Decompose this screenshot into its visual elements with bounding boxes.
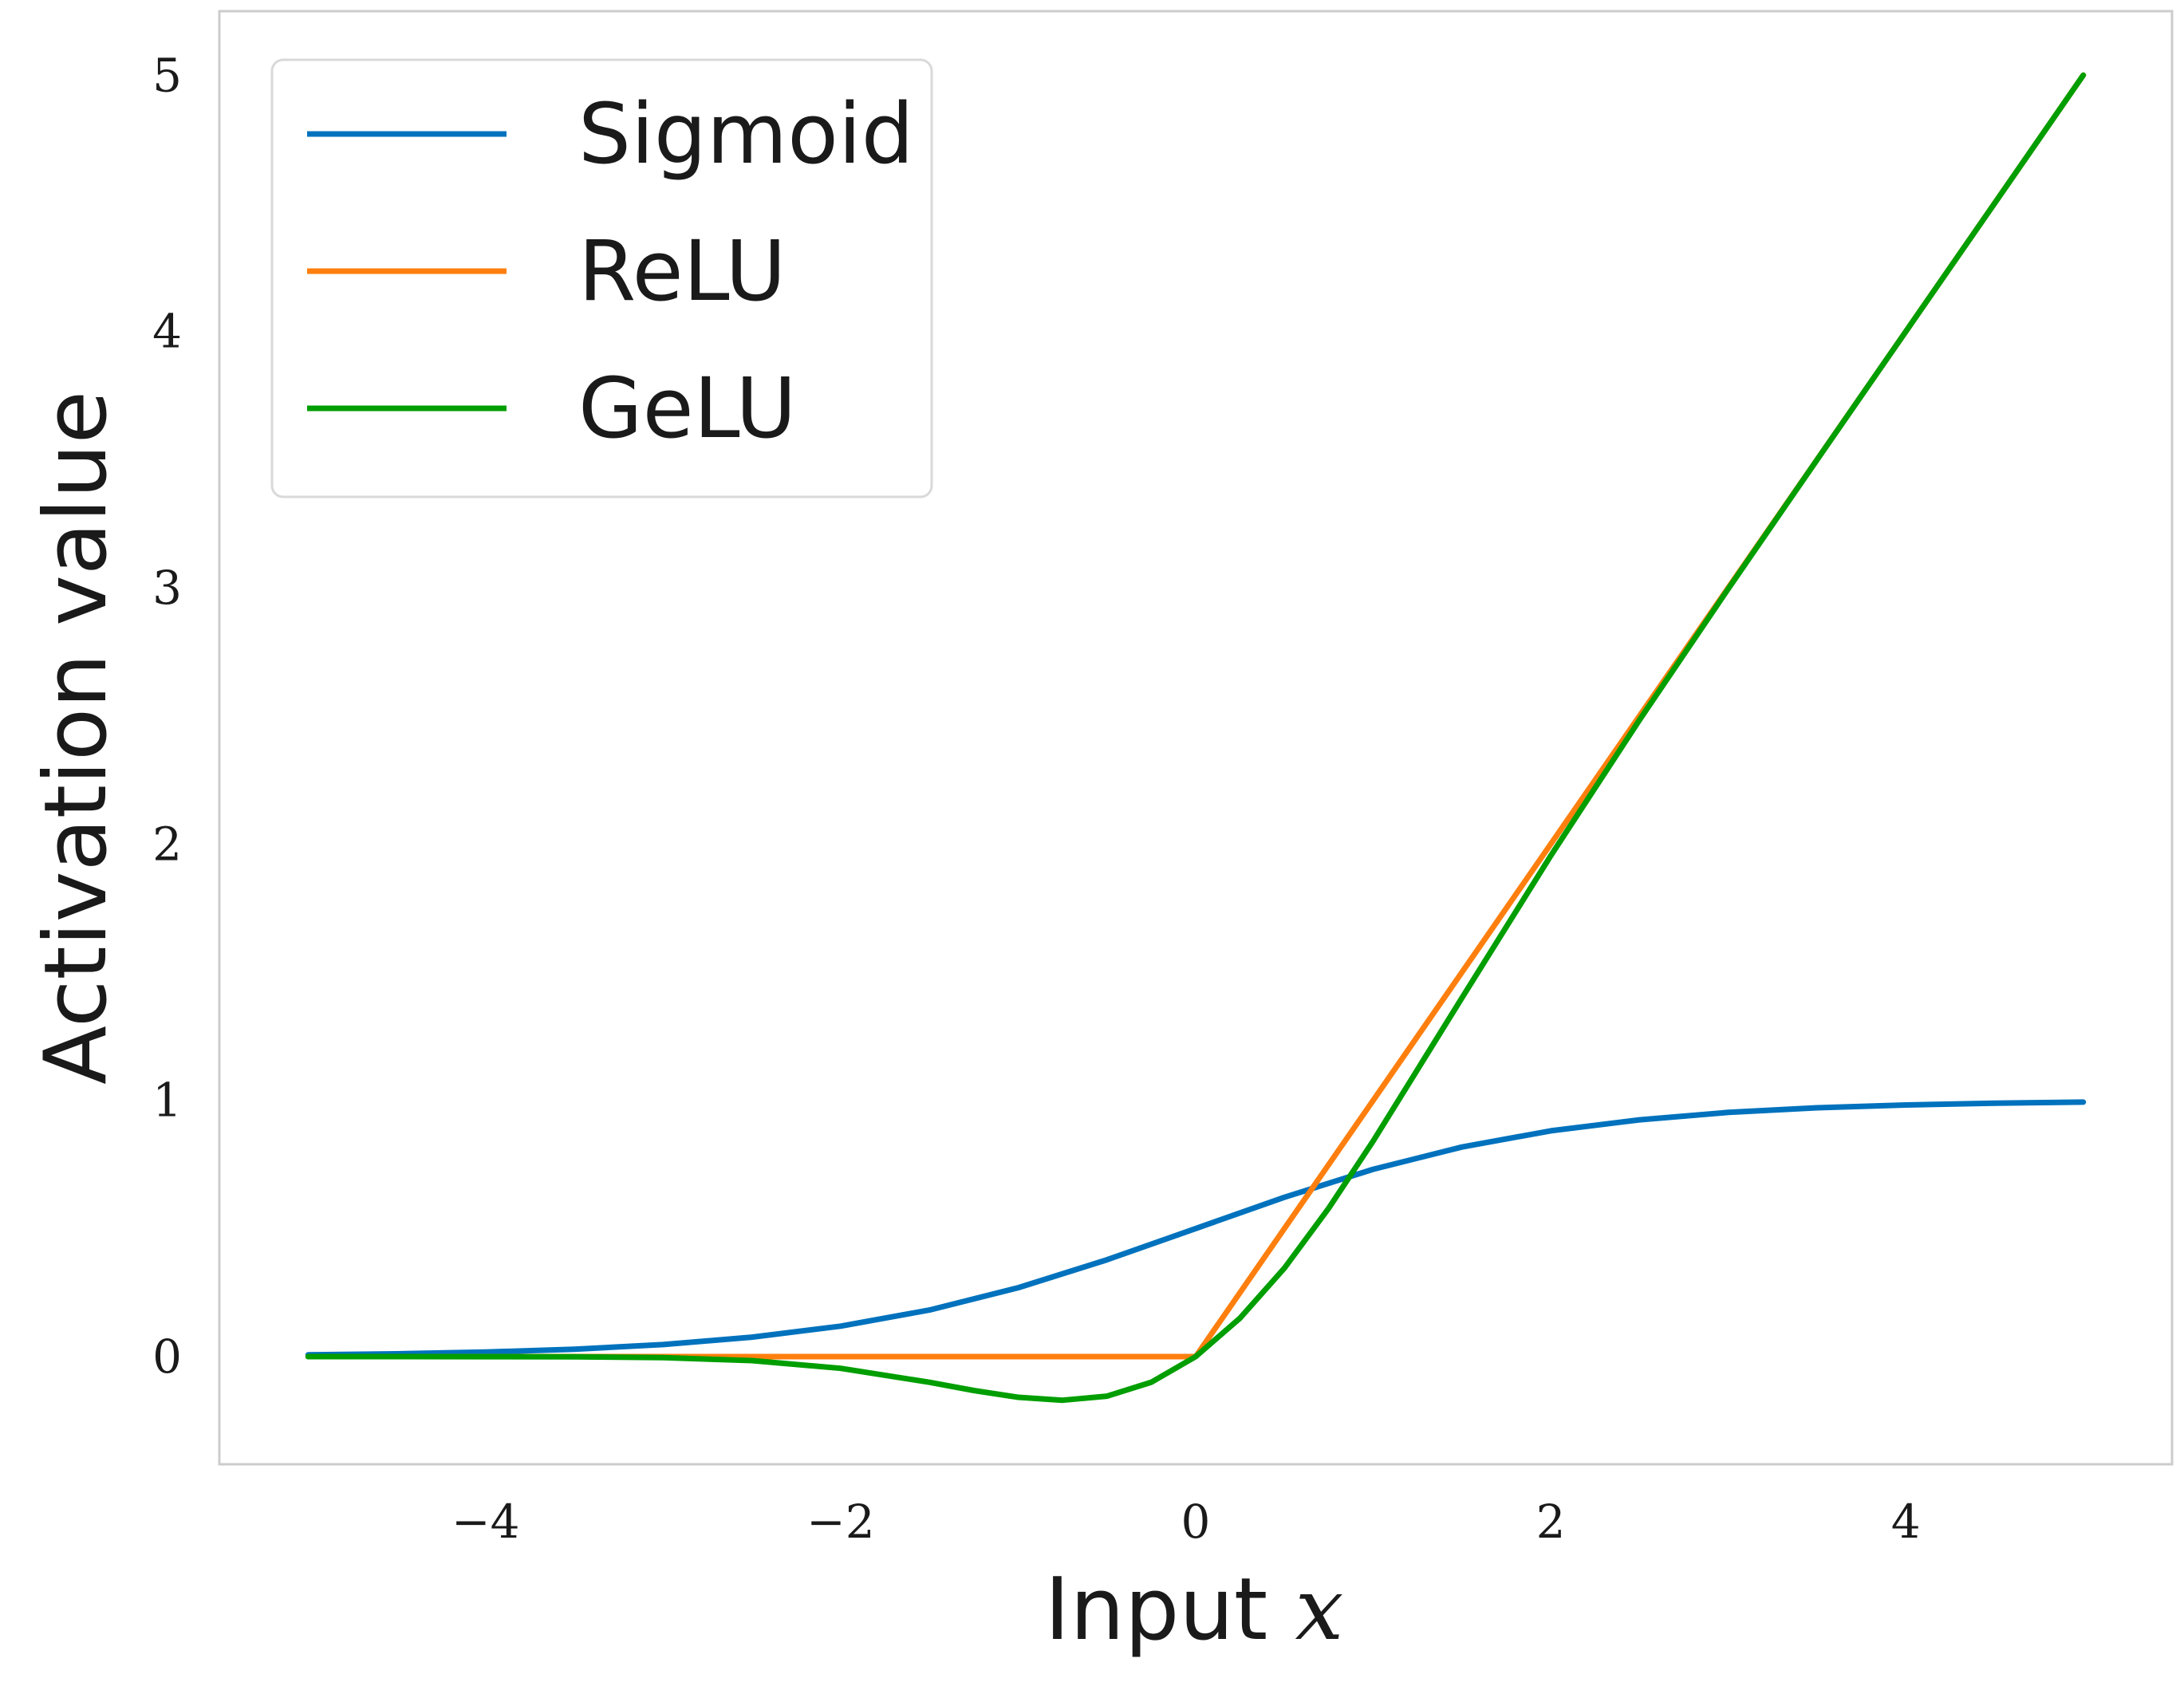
y-tick-label: 4 <box>152 305 182 359</box>
x-tick-label: 2 <box>1536 1495 1566 1549</box>
legend-items: Sigmoid ReLU GeLU <box>307 85 914 457</box>
y-tick-label: 2 <box>152 817 182 871</box>
x-tick-label: −4 <box>451 1495 520 1549</box>
x-axis-title-variable: x <box>1295 1560 1344 1660</box>
x-tick-label: 0 <box>1181 1495 1211 1549</box>
legend-entry-relu: ReLU <box>307 223 786 320</box>
series-line-sigmoid <box>305 1099 2087 1358</box>
legend-entry-gelu: GeLU <box>307 360 796 457</box>
legend-label: Sigmoid <box>578 85 914 183</box>
x-axis-title-text: Input <box>1045 1560 1268 1660</box>
y-tick-labels: 0 1 2 3 4 5 <box>152 48 182 1384</box>
y-tick-label: 0 <box>152 1329 182 1384</box>
legend-label: ReLU <box>578 223 786 320</box>
x-tick-label: −2 <box>806 1495 875 1549</box>
y-tick-label: 5 <box>152 48 182 102</box>
x-tick-label: 4 <box>1891 1495 1921 1549</box>
y-axis-title: Activation value <box>26 391 126 1085</box>
series-lines <box>305 72 2087 1404</box>
series-line-gelu <box>305 72 2087 1404</box>
legend-label: GeLU <box>578 360 796 457</box>
plot-frame <box>218 10 2174 1466</box>
y-tick-label: 1 <box>152 1073 182 1128</box>
legend-entry-sigmoid: Sigmoid <box>307 85 914 183</box>
y-tick-label: 3 <box>152 561 182 615</box>
legend-box <box>270 58 933 498</box>
x-tick-labels: −4 −2 0 2 4 <box>451 1495 1921 1549</box>
legend: Sigmoid ReLU GeLU <box>270 58 933 498</box>
x-axis-title: Input x <box>1045 1560 1344 1660</box>
